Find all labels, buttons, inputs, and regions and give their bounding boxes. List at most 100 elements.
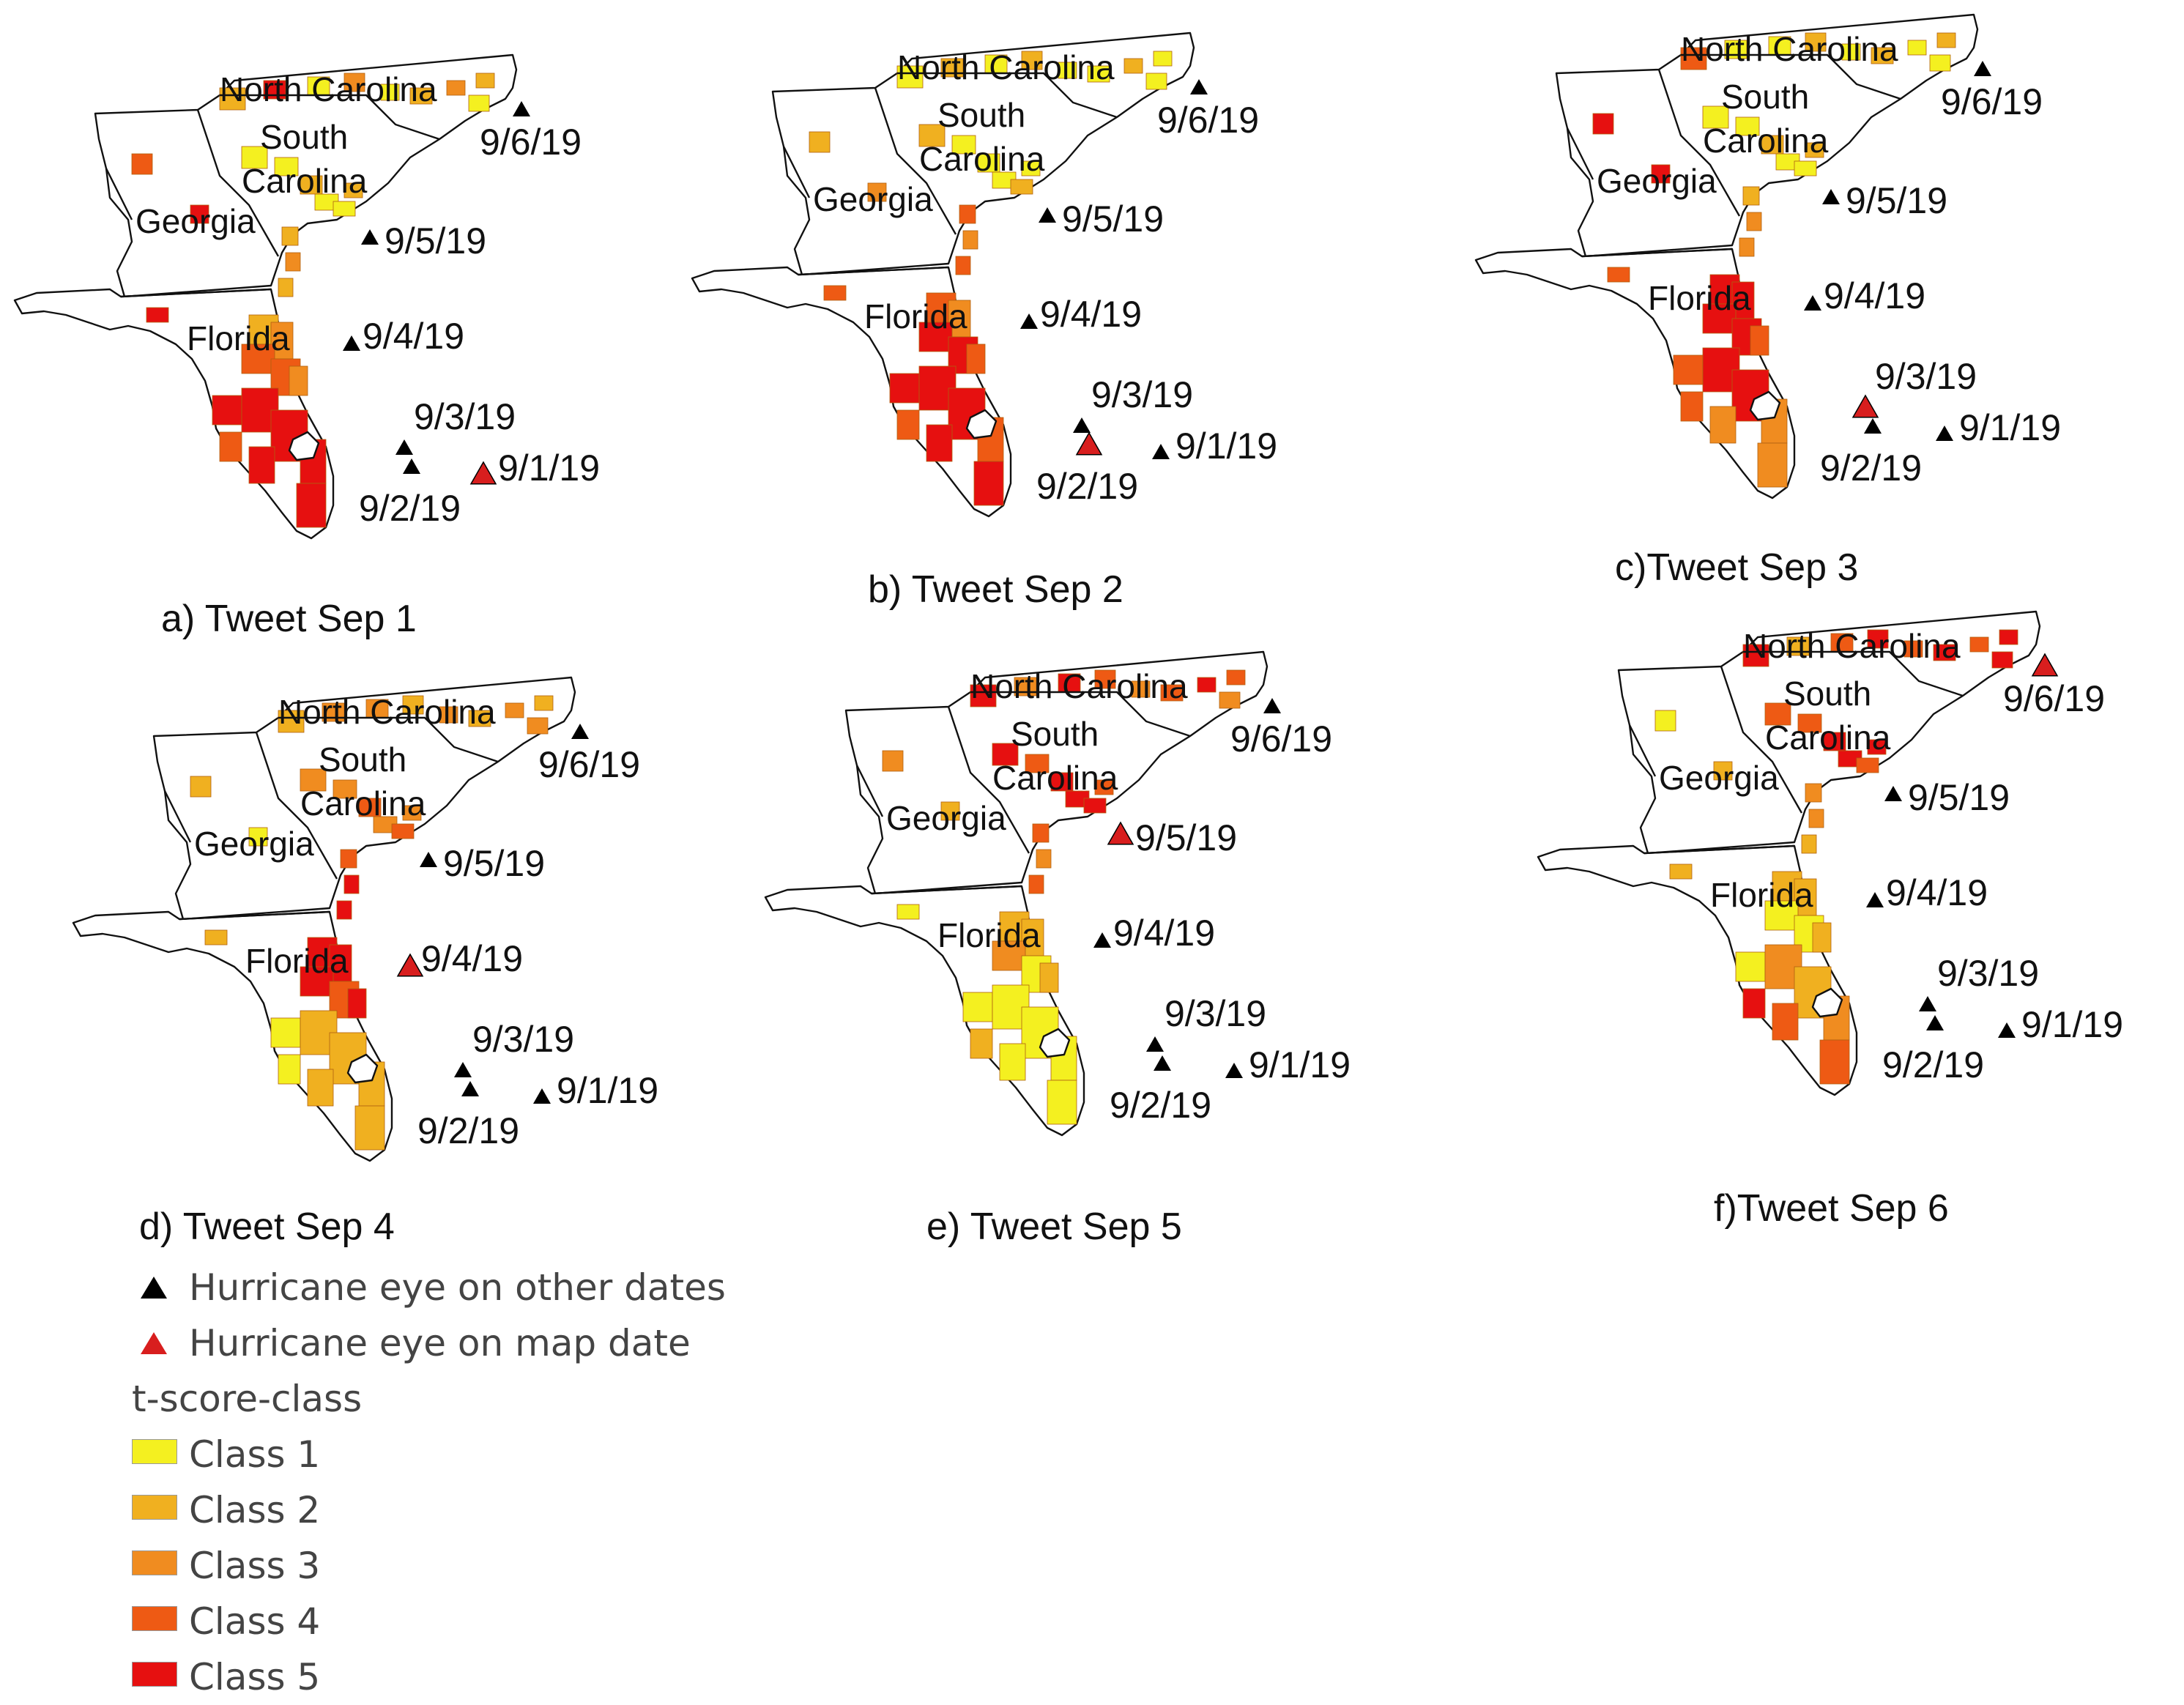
county-patch [1226,669,1246,686]
map-panel-3: North Carolina South Carolina Georgia Florid… [1461,0,2157,560]
county-patch [1823,732,1846,751]
county-patch [999,1043,1026,1081]
county-patch [896,65,924,89]
county-patch [278,1054,301,1085]
county-patch [1841,43,1861,61]
hurricane-eye-marker-9-03 [1919,996,1936,1011]
lake-okeechobee [1811,987,1843,1018]
state-label-sc1: South [1783,675,1872,713]
county-patch [278,278,294,297]
state-label-ga: Georgia [135,202,256,240]
county-patch [1805,142,1824,158]
county-patch [1991,651,2013,669]
county-patch [131,153,153,175]
county-patch [1750,325,1769,356]
county-patch [307,76,330,96]
county-patch [343,874,360,894]
eye-date-label: 9/5/19 [443,843,546,884]
hurricane-eye-marker-9-04 [1804,295,1821,311]
county-patch [1764,900,1799,931]
eye-date-label: 9/2/19 [359,488,461,529]
county-patch [1830,633,1854,653]
county-patch [1123,58,1143,74]
lake-okeechobee [1039,1028,1071,1058]
lake-okeechobee [288,431,320,461]
class-4-swatch [132,1606,177,1631]
black-triangle-icon [141,1277,167,1299]
state-label-fl: Florida [937,916,1041,954]
county-patch [1907,40,1927,56]
state-label-sc2: Carolina [1765,718,1891,757]
county-patch [951,135,976,155]
county-patch [1742,988,1766,1019]
eye-date-label: 9/6/19 [480,122,582,163]
county-patch [984,54,1008,74]
eye-date-label: 9/6/19 [2003,678,2106,719]
county-patch [1036,849,1052,869]
county-patch [1094,669,1116,689]
county-patch [1058,62,1077,79]
legend-eye-map: Hurricane eye on map date [132,1315,726,1371]
county-patch [300,966,334,997]
hurricane-eye-marker-9-03 [1073,417,1091,433]
county-patch [973,461,1004,506]
state-borders [1566,53,1901,258]
county-patch [1764,702,1791,726]
eye-date-label: 9/1/19 [1959,407,2062,448]
map-panel-5: North Carolina South Carolina Georgia Florid… [751,597,1446,1197]
panel-caption: c)Tweet Sep 3 [1615,546,1859,589]
county-patch [823,285,847,301]
hurricane-eye-marker-9-06 [1263,698,1281,713]
state-label-sc2: Carolina [1703,122,1829,160]
eye-date-label: 9/4/19 [1824,275,1926,316]
hurricane-eye-marker-9-02 [461,1081,479,1096]
class-1-swatch [132,1439,177,1464]
county-patch [1999,629,2018,645]
state-label-nc: North Carolina [970,667,1188,705]
hurricane-eye-marker-9-01 [469,461,497,485]
state-label-sc2: Carolina [919,140,1045,178]
legend-title: t-score-class [132,1378,363,1420]
county-patch [1021,160,1041,177]
eye-date-label: 9/1/19 [2021,1004,2124,1045]
county-patch [248,446,275,484]
county-patch [955,256,971,275]
legend-class-2-label: Class 2 [189,1489,321,1531]
eye-date-label: 9/3/19 [414,396,516,437]
county-patch [1768,36,1791,56]
legend-title-row: t-score-class [132,1371,726,1427]
county-patch [926,424,953,462]
county-patch [505,702,524,718]
eye-date-label: 9/4/19 [1113,913,1216,954]
choropleth-map [72,676,589,1162]
state-borders [105,94,440,298]
choropleth-map [1474,13,1991,499]
county-patch [212,395,242,426]
eye-date-label: 9/5/19 [1135,817,1238,858]
county-patch [896,904,920,920]
eye-date-label: 9/6/19 [1230,718,1333,759]
lake-okeechobee [1749,390,1781,421]
hurricane-eye-marker-9-06 [513,101,530,116]
state-label-nc: North Carolina [1743,627,1961,665]
state-borders [1628,650,1964,855]
map-panel-4: North Carolina South Carolina Georgia Florid… [59,623,754,1223]
hurricane-eye-marker-9-01 [1225,1063,1243,1078]
county-patch [278,710,305,733]
legend-class-3-label: Class 3 [189,1545,321,1587]
eye-date-label: 9/1/19 [557,1070,659,1111]
county-patch [1032,823,1050,843]
legend-class-2: Class 2 [132,1482,726,1538]
eye-date-label: 9/6/19 [538,744,641,785]
eye-date-label: 9/6/19 [1157,100,1260,141]
state-label-sc2: Carolina [300,784,426,822]
legend-class-5-label: Class 5 [189,1656,321,1698]
choropleth-map [1537,610,2059,1096]
county-patch [1131,680,1151,698]
county-patch [1039,962,1059,993]
legend-class-1-label: Class 1 [189,1433,321,1476]
county-patch [867,182,887,202]
lake-okeechobee [965,409,998,439]
eye-date-label: 9/2/19 [1036,466,1139,507]
county-patch [380,83,400,101]
